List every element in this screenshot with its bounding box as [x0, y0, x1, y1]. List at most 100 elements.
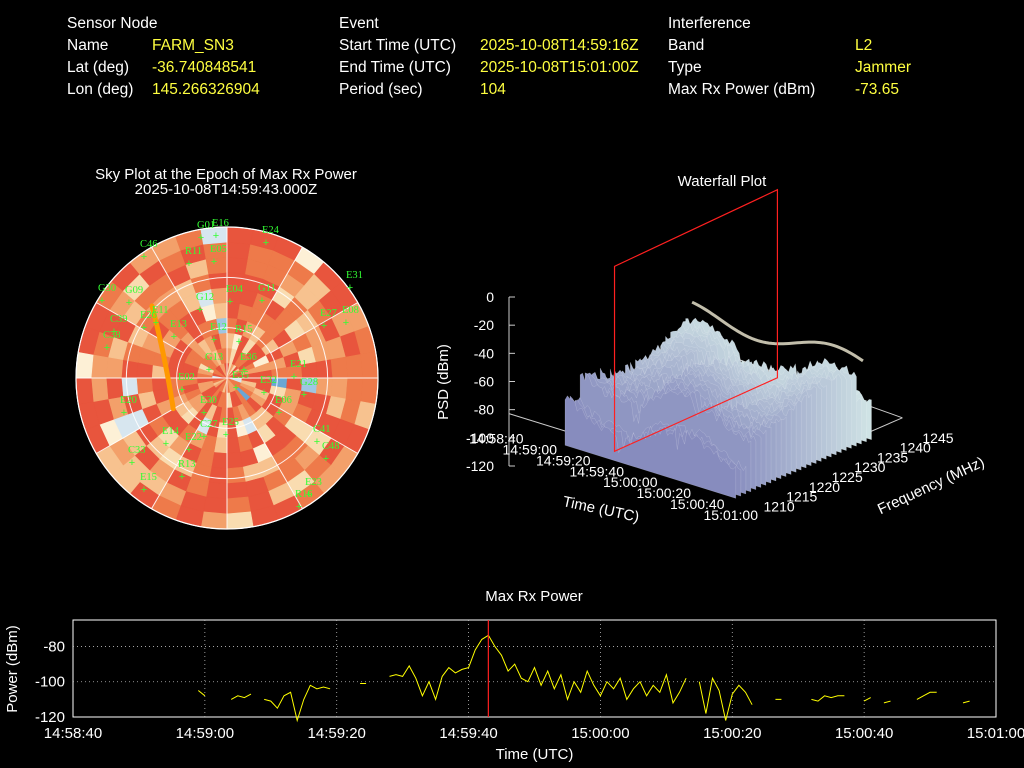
satellite-label: G28: [300, 377, 318, 388]
sky-cell: [255, 362, 272, 374]
satellite-label: E35: [232, 370, 249, 381]
sky-cell: [173, 456, 197, 478]
sky-cell: [120, 359, 139, 379]
sky-cell: [315, 359, 334, 379]
satellite-label: E13: [170, 319, 187, 330]
sky-cell: [325, 396, 347, 420]
sky-cell: [245, 342, 263, 360]
satellite-label: E16: [212, 218, 229, 229]
sky-cell: [205, 318, 220, 336]
sky-cell: [158, 249, 187, 274]
sky-cell: [134, 285, 160, 311]
sky-cell: [190, 273, 212, 294]
sky-grid-spoke: [151, 421, 203, 510]
sky-cell: [256, 377, 273, 387]
waterfall-ridge: [675, 323, 847, 451]
sky-cell: [226, 422, 238, 439]
satellite-label: E14: [162, 426, 180, 437]
sky-cell: [122, 393, 143, 415]
sky-cell: [231, 333, 243, 350]
sky-cell: [210, 287, 228, 304]
sky-cell: [226, 364, 238, 379]
sky-cell: [174, 338, 193, 356]
sky-cell: [221, 377, 228, 394]
sky-cell: [305, 408, 327, 432]
sky-grid-spoke: [151, 246, 203, 335]
sky-cell: [205, 256, 228, 275]
power-x-tick-label: 14:59:20: [308, 725, 366, 742]
power-grid: [73, 620, 996, 717]
satellite-marker: +: [197, 304, 203, 316]
waterfall-frame: [508, 297, 903, 487]
sky-cell: [166, 367, 183, 379]
sky-cell: [283, 351, 302, 368]
sky-cell: [305, 324, 327, 348]
power-x-tick-label: 14:59:40: [439, 725, 497, 742]
waterfall-ridge: [660, 334, 832, 458]
sky-cell: [330, 356, 349, 379]
satellite-marker: +: [99, 295, 105, 307]
sky-cell: [242, 462, 264, 483]
satellite-label: R11: [185, 246, 202, 257]
sky-cell: [226, 377, 242, 387]
sky-cell: [264, 299, 286, 321]
sky-cell: [77, 401, 100, 430]
sky-cell: [187, 325, 205, 344]
satellite-marker: +: [111, 326, 117, 338]
waterfall-ridge: [599, 367, 772, 484]
waterfall-freq-tick-label: 1225: [832, 469, 863, 485]
sky-cell: [200, 511, 228, 530]
sky-cell: [84, 424, 110, 454]
sky-cell: [98, 309, 123, 338]
sky-cell: [108, 438, 135, 466]
sky-cell: [226, 392, 233, 409]
sky-cell: [256, 312, 276, 333]
waterfall-z-tick-label: -20: [474, 317, 494, 333]
sky-cell: [168, 416, 189, 437]
sky-cell: [241, 377, 258, 384]
satellite-label: E24: [262, 225, 280, 236]
sky-cell: [284, 319, 306, 341]
sky-cell: [226, 362, 233, 379]
sky-cell: [231, 349, 243, 366]
sky-cell: [247, 243, 274, 265]
sky-cell: [242, 273, 264, 294]
sky-grid-spoke: [251, 246, 303, 335]
sky-cell: [152, 351, 171, 368]
sky-cell: [307, 430, 333, 457]
sky-cell: [239, 288, 259, 308]
satellite-label: R15: [235, 324, 253, 335]
waterfall-freq-label: Frequency (MHz): [875, 454, 987, 518]
sky-cell: [110, 464, 141, 495]
sky-cell: [92, 331, 114, 358]
sky-cell: [226, 363, 236, 379]
sensor-node-panel: Sensor Node: [67, 13, 157, 35]
sky-cell: [207, 389, 220, 405]
sky-cell: [226, 511, 254, 530]
sky-cell: [226, 271, 246, 290]
sky-cell: [224, 362, 228, 379]
satellite-label: E12: [210, 322, 227, 333]
sky-cell: [188, 429, 207, 450]
sky-cell: [196, 372, 213, 379]
sky-cell: [226, 496, 251, 515]
sky-cell: [267, 482, 296, 507]
sky-cell: [249, 392, 267, 408]
sky-cell: [136, 361, 153, 379]
satellite-label: E02: [178, 372, 195, 383]
power-x-tick-label: 15:00:40: [835, 725, 893, 742]
sky-cell: [135, 422, 159, 447]
power-x-tick-label: 15:00:00: [571, 725, 629, 742]
sky-cell: [226, 372, 243, 379]
sky-cell: [207, 351, 220, 367]
sky-cell: [166, 377, 183, 389]
sky-cell: [219, 363, 228, 379]
sky-cell: [141, 332, 162, 353]
sky-cell: [271, 286, 296, 310]
satellite-marker: +: [104, 342, 110, 354]
sky-cell: [183, 354, 202, 369]
sky-cell: [262, 469, 288, 492]
sky-cell: [211, 406, 223, 423]
sky-cell: [203, 354, 218, 369]
sky-cell: [226, 365, 240, 379]
